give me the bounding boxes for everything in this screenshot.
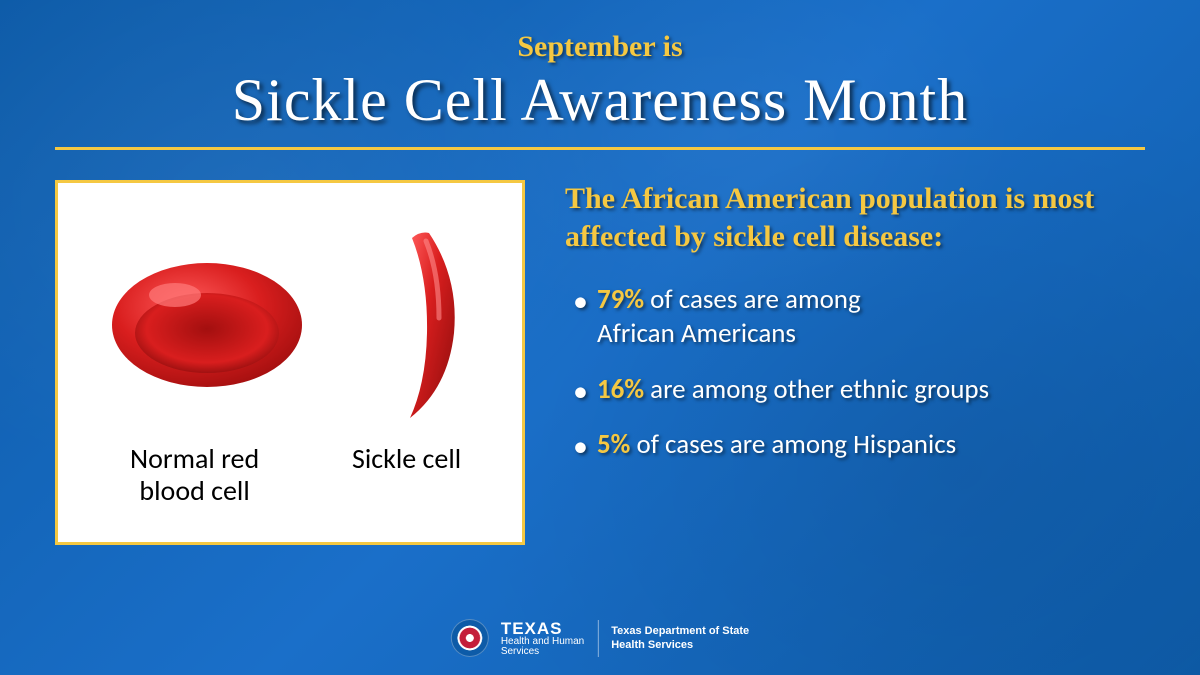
footer-dept-block: Texas Department of State Health Service… <box>611 624 749 653</box>
normal-cell-label: Normal redblood cell <box>78 443 311 507</box>
stats-block: The African American population is most … <box>565 180 1145 545</box>
cell-comparison-panel: Normal redblood cell Sickle cell <box>55 180 525 545</box>
footer-brand-block: TEXAS Health and HumanServices <box>501 620 599 657</box>
stat-pct: 16% <box>597 373 644 406</box>
cell-labels-row: Normal redblood cell Sickle cell <box>78 443 502 507</box>
main-title: Sickle Cell Awareness Month <box>55 66 1145 135</box>
stat-pct: 79% <box>597 283 644 316</box>
content-row: Normal redblood cell Sickle cell The Afr… <box>55 180 1145 545</box>
footer-brand: TEXAS Health and HumanServices Texas Dep… <box>451 619 749 657</box>
header: September is Sickle Cell Awareness Month <box>55 30 1145 135</box>
normal-blood-cell-icon <box>97 233 317 413</box>
footer-dept-line2: Health Services <box>611 639 693 651</box>
texas-seal-icon <box>451 619 489 657</box>
stat-text: of cases are among Hispanics <box>630 428 956 461</box>
stat-list: 79% of cases are amongAfrican Americans … <box>565 283 1145 462</box>
divider-rule <box>55 147 1145 150</box>
cell-illustrations <box>78 213 502 433</box>
stats-heading: The African American population is most … <box>565 180 1145 255</box>
footer-dept-line1: Texas Department of State <box>611 625 749 637</box>
footer-texas-label: TEXAS <box>501 620 584 637</box>
stat-item: 16% are among other ethnic groups <box>565 373 1145 407</box>
sickle-cell-icon <box>354 223 484 423</box>
stat-item: 79% of cases are amongAfrican Americans <box>565 283 1145 351</box>
kicker-text: September is <box>55 30 1145 64</box>
infographic-container: September is Sickle Cell Awareness Month <box>0 0 1200 675</box>
stat-text: are among other ethnic groups <box>644 373 989 406</box>
stat-pct: 5% <box>597 428 630 461</box>
stat-item: 5% of cases are among Hispanics <box>565 428 1145 462</box>
sickle-cell-label: Sickle cell <box>311 443 502 507</box>
footer-hhs-label: Health and HumanServices <box>501 637 584 657</box>
